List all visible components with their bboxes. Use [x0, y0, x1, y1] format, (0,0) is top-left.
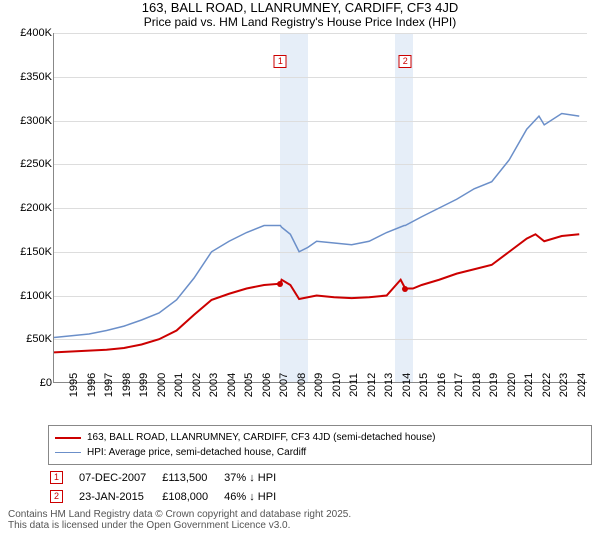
- markers-table: 1 07-DEC-2007£113,50037% ↓ HPI 2 23-JAN-201…: [48, 467, 292, 507]
- chart-title: 163, BALL ROAD, LLANRUMNEY, CARDIFF, CF3…: [0, 0, 600, 15]
- y-tick-label: £300K: [20, 115, 52, 127]
- marker-date: 07-DEC-2007: [79, 469, 160, 486]
- marker-dot: [402, 286, 408, 292]
- legend: 163, BALL ROAD, LLANRUMNEY, CARDIFF, CF3…: [48, 425, 592, 465]
- chart-area: £0£50K£100K£150K£200K£250K£300K£350K£400…: [5, 33, 595, 421]
- legend-label: 163, BALL ROAD, LLANRUMNEY, CARDIFF, CF3…: [87, 432, 435, 443]
- marker-label: 2: [399, 55, 412, 68]
- series-hpi: [54, 114, 579, 338]
- legend-swatch: [55, 452, 81, 453]
- chart-subtitle: Price paid vs. HM Land Registry's House …: [0, 15, 600, 29]
- plot-area: £0£50K£100K£150K£200K£250K£300K£350K£400…: [53, 33, 587, 383]
- legend-swatch: [55, 437, 81, 439]
- marker-num-box: 1: [50, 471, 63, 484]
- marker-num-box: 2: [50, 490, 63, 503]
- y-tick-label: £400K: [20, 27, 52, 39]
- marker-vs-hpi: 46% ↓ HPI: [224, 488, 290, 505]
- y-tick-label: £250K: [20, 158, 52, 170]
- legend-row: HPI: Average price, semi-detached house,…: [55, 445, 585, 460]
- marker-dot: [277, 281, 283, 287]
- y-tick-label: £100K: [20, 290, 52, 302]
- marker-label: 1: [274, 55, 287, 68]
- y-tick-label: £200K: [20, 202, 52, 214]
- legend-row: 163, BALL ROAD, LLANRUMNEY, CARDIFF, CF3…: [55, 430, 585, 445]
- marker-price: £108,000: [162, 488, 222, 505]
- footer-line-2: This data is licensed under the Open Gov…: [8, 520, 592, 531]
- plot-svg: [54, 33, 588, 383]
- y-tick-label: £0: [40, 377, 52, 389]
- legend-label: HPI: Average price, semi-detached house,…: [87, 447, 306, 458]
- series-price_paid: [54, 234, 579, 352]
- marker-date: 23-JAN-2015: [79, 488, 160, 505]
- marker-row: 1 07-DEC-2007£113,50037% ↓ HPI: [50, 469, 290, 486]
- marker-row: 2 23-JAN-2015£108,00046% ↓ HPI: [50, 488, 290, 505]
- footer: Contains HM Land Registry data © Crown c…: [8, 509, 592, 531]
- marker-price: £113,500: [162, 469, 222, 486]
- y-tick-label: £150K: [20, 246, 52, 258]
- y-tick-label: £50K: [26, 333, 52, 345]
- y-tick-label: £350K: [20, 71, 52, 83]
- x-tick-label: 2024: [562, 373, 588, 397]
- marker-vs-hpi: 37% ↓ HPI: [224, 469, 290, 486]
- footer-line-1: Contains HM Land Registry data © Crown c…: [8, 509, 592, 520]
